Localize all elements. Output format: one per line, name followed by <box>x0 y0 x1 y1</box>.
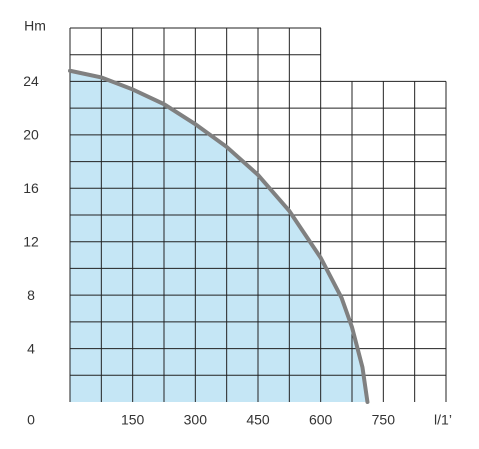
y-tick-label: 16 <box>23 180 39 196</box>
y-tick-label: 24 <box>23 73 39 89</box>
x-tick-label: 450 <box>246 412 270 428</box>
curve <box>68 68 370 404</box>
y-axis-label: Hm <box>24 18 46 34</box>
y-tick-label: 20 <box>23 127 39 143</box>
x-tick-label: 300 <box>184 412 208 428</box>
y-tick-label: 0 <box>27 412 35 428</box>
y-tick-label: 8 <box>27 287 35 303</box>
y-tick-label: 4 <box>27 340 35 356</box>
x-tick-label: 150 <box>121 412 145 428</box>
x-axis-label: l/1’ <box>434 412 452 428</box>
y-tick-label: 12 <box>23 233 39 249</box>
x-tick-label: 600 <box>309 412 333 428</box>
x-tick-label: 750 <box>372 412 396 428</box>
area-fill <box>70 70 368 402</box>
